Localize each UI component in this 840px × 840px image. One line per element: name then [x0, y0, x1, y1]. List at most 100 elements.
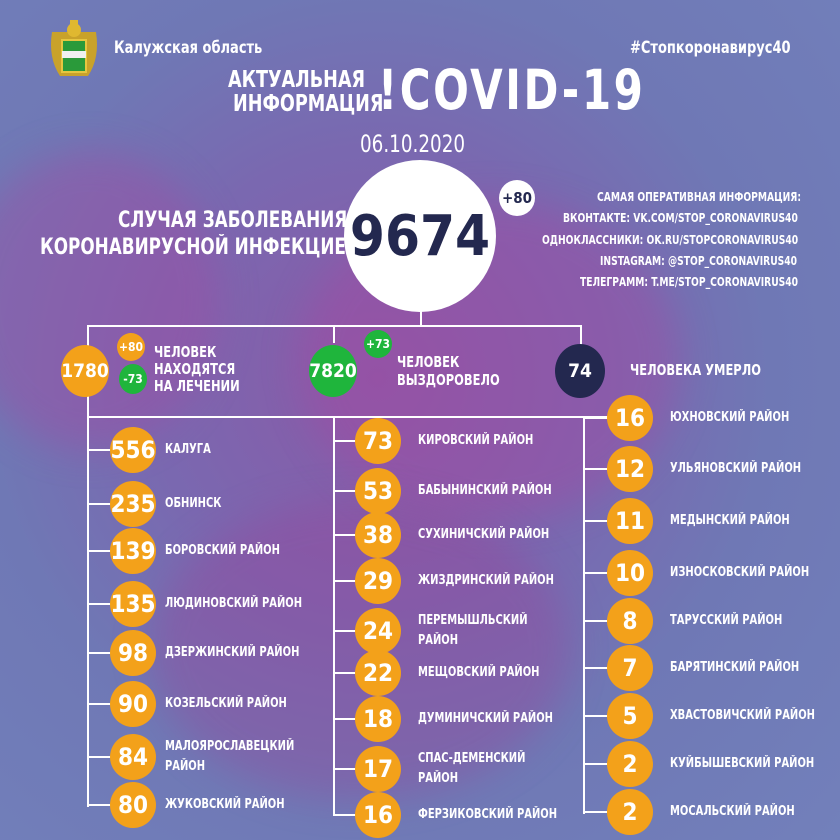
region-name: Калужская область	[114, 38, 263, 58]
district-count-circle: 38	[355, 512, 401, 558]
treatment-plus-badge: +80	[117, 333, 145, 361]
district-name: ТАРУССКИЙ РАЙОН	[670, 613, 783, 628]
district-count: 16	[362, 801, 394, 829]
district-count: 8	[622, 607, 638, 635]
district-name: ЖИЗДРИНСКИЙ РАЙОН	[418, 573, 554, 588]
district-name: ПЕРЕМЫШЛЬСКИЙ	[418, 613, 528, 628]
connector-line	[420, 310, 422, 326]
district-count: 2	[622, 798, 638, 826]
connector-line	[87, 416, 632, 418]
district-name: СУХИНИЧСКИЙ РАЙОН	[418, 527, 550, 542]
district-count-circle: 80	[110, 782, 156, 828]
district-count-circle: 235	[110, 481, 156, 527]
district-count: 2	[622, 750, 638, 778]
district-count-circle: 18	[355, 696, 401, 742]
treatment-value: 1780	[61, 360, 109, 382]
district-count: 84	[117, 743, 149, 771]
district-count-circle: 135	[110, 581, 156, 627]
district-count: 90	[117, 690, 149, 718]
connector-line	[580, 325, 582, 345]
date: 06.10.2020	[360, 130, 466, 158]
district-name: ОБНИНСК	[165, 496, 222, 511]
died-circle: 74	[555, 344, 605, 398]
total-delta: +80	[501, 189, 533, 207]
link-ok[interactable]: ОДНОКЛАССНИКИ: OK.RU/STOPCORONAVIRUS40	[542, 233, 799, 247]
treatment-label-3: НА ЛЕЧЕНИИ	[154, 377, 240, 395]
district-name: БАБЫНИНСКИЙ РАЙОН	[418, 483, 552, 498]
treatment-minus-badge: -73	[119, 364, 147, 394]
district-count-circle: 16	[355, 792, 401, 838]
total-cases-value: 9674	[349, 203, 491, 269]
connector-line	[583, 416, 585, 814]
recovered-label-2: ВЫЗДОРОВЕЛО	[397, 371, 500, 389]
district-count: 98	[117, 639, 149, 667]
died-value: 74	[568, 360, 592, 382]
district-count-circle: 84	[110, 734, 156, 780]
district-count: 22	[362, 659, 394, 687]
district-count: 556	[110, 436, 156, 464]
district-count-circle: 53	[355, 468, 401, 514]
district-count: 73	[362, 427, 394, 455]
district-count: 139	[110, 537, 156, 565]
district-name: ЮХНОВСКИЙ РАЙОН	[670, 410, 790, 425]
district-count: 135	[110, 590, 156, 618]
district-count: 12	[614, 455, 646, 483]
recovered-label-1: ЧЕЛОВЕК	[397, 353, 460, 371]
connector-line	[333, 416, 335, 816]
hashtag: #Стопкоронавирус40	[630, 38, 791, 58]
district-count-circle: 90	[110, 681, 156, 727]
district-name: ДУМИНИЧСКИЙ РАЙОН	[418, 711, 554, 726]
recovered-value: 7820	[309, 360, 357, 382]
district-count: 24	[362, 617, 394, 645]
district-name: КАЛУГА	[165, 442, 211, 457]
link-vk[interactable]: ВКОНТАКТЕ: VK.COM/STOP_CORONAVIRUS40	[563, 211, 798, 225]
district-count-circle: 8	[607, 598, 653, 644]
treatment-plus: +80	[118, 340, 144, 354]
district-count: 18	[362, 705, 394, 733]
district-count-circle: 12	[607, 446, 653, 492]
district-name: МЕДЫНСКИЙ РАЙОН	[670, 513, 790, 528]
covid-title: !COVID-19	[378, 58, 646, 122]
district-name: МАЛОЯРОСЛАВЕЦКИЙ	[165, 739, 295, 754]
district-count-circle: 73	[355, 418, 401, 464]
district-count: 29	[362, 567, 394, 595]
total-cases-circle: 9674	[344, 160, 496, 312]
total-label-1: СЛУЧАЯ ЗАБОЛЕВАНИЯ	[118, 208, 348, 233]
district-name: БАРЯТИНСКИЙ РАЙОН	[670, 660, 800, 675]
district-count-circle: 2	[607, 789, 653, 835]
recovered-plus-badge: +73	[364, 330, 392, 358]
link-instagram[interactable]: INSTAGRAM: @STOP_CORONAVIRUS40	[600, 254, 798, 268]
district-name: БОРОВСКИЙ РАЙОН	[165, 543, 280, 558]
district-count: 10	[614, 559, 646, 587]
district-name: КУЙБЫШЕВСКИЙ РАЙОН	[670, 756, 815, 771]
district-count-circle: 16	[607, 395, 653, 441]
district-name: МЕЩОВСКИЙ РАЙОН	[418, 665, 540, 680]
district-name: ФЕРЗИКОВСКИЙ РАЙОН	[418, 807, 558, 822]
link-telegram[interactable]: ТЕЛЕГРАММ: T.ME/STOP_CORONAVIRUS40	[580, 275, 799, 289]
district-count-circle: 10	[607, 550, 653, 596]
district-count-circle: 11	[607, 498, 653, 544]
district-name: МОСАЛЬСКИЙ РАЙОН	[670, 804, 795, 819]
district-count-circle: 139	[110, 528, 156, 574]
died-label: ЧЕЛОВЕКА УМЕРЛО	[630, 361, 761, 379]
district-count-circle: 17	[355, 746, 401, 792]
treatment-label-2: НАХОДЯТСЯ	[154, 360, 236, 378]
district-count: 5	[622, 702, 638, 730]
district-count-circle: 5	[607, 693, 653, 739]
district-name: ЛЮДИНОВСКИЙ РАЙОН	[165, 596, 303, 611]
district-count: 235	[110, 490, 156, 518]
district-name: КИРОВСКИЙ РАЙОН	[418, 433, 534, 448]
connector-line	[87, 325, 89, 807]
total-delta-badge: +80	[499, 180, 535, 216]
district-count-circle: 22	[355, 650, 401, 696]
district-name-line-2: РАЙОН	[165, 759, 206, 774]
district-count-circle: 98	[110, 630, 156, 676]
district-name: ДЗЕРЖИНСКИЙ РАЙОН	[165, 645, 300, 660]
district-count: 53	[362, 477, 394, 505]
title-line-2: ИНФОРМАЦИЯ	[233, 91, 384, 117]
district-name-line-2: РАЙОН	[418, 771, 459, 786]
title-line-1: АКТУАЛЬНАЯ	[228, 67, 366, 93]
district-count-circle: 24	[355, 608, 401, 654]
treatment-minus: -73	[123, 372, 143, 386]
